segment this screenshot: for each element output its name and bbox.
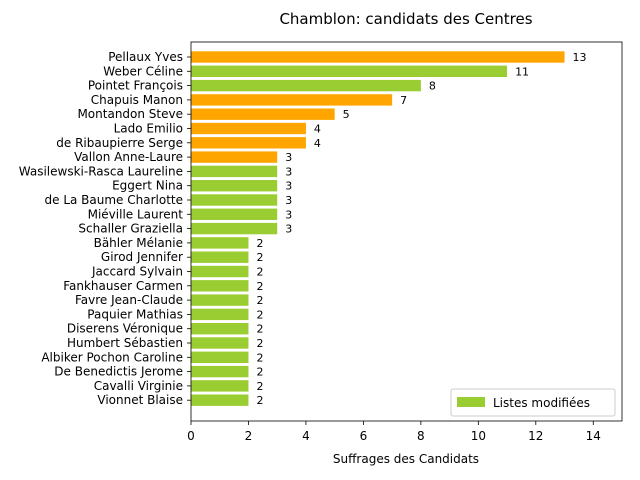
bar bbox=[191, 194, 278, 206]
bar-value-label: 2 bbox=[256, 294, 263, 307]
bar bbox=[191, 308, 249, 321]
bar bbox=[191, 94, 393, 106]
x-tick-label: 2 bbox=[245, 429, 253, 443]
y-tick-label: Vionnet Blaise bbox=[97, 393, 183, 407]
bar bbox=[191, 280, 249, 292]
bar-value-label: 2 bbox=[256, 323, 263, 336]
x-tick-label: 14 bbox=[586, 429, 601, 443]
x-tick-label: 0 bbox=[187, 429, 195, 443]
bar bbox=[191, 108, 335, 120]
bar-value-label: 2 bbox=[256, 351, 263, 364]
bar-value-label: 3 bbox=[285, 223, 292, 236]
plot-frame bbox=[190, 41, 623, 422]
bar bbox=[191, 237, 249, 249]
bar bbox=[191, 323, 249, 335]
bar-value-label: 2 bbox=[256, 366, 263, 379]
bar bbox=[191, 165, 278, 178]
y-tick-label: Humbert Sébastien bbox=[67, 336, 183, 350]
x-tick-label: 10 bbox=[471, 429, 486, 443]
y-tick-label: Wasilewski-Rasca Laureline bbox=[19, 164, 183, 178]
x-tick-label: 12 bbox=[528, 429, 543, 443]
x-axis-label: Suffrages des Candidats bbox=[333, 452, 479, 466]
y-tick-label: Albiker Pochon Caroline bbox=[41, 350, 183, 364]
bar bbox=[191, 365, 249, 378]
x-tick-label: 8 bbox=[417, 429, 425, 443]
bar bbox=[191, 137, 306, 149]
y-tick-label: Pellaux Yves bbox=[108, 50, 183, 64]
bar-value-label: 3 bbox=[285, 194, 292, 207]
bar-value-label: 4 bbox=[314, 137, 321, 150]
bar bbox=[191, 337, 249, 349]
y-tick-label: Vallon Anne-Laure bbox=[74, 150, 183, 164]
legend-frame bbox=[450, 388, 616, 417]
y-tick-label: Chapuis Manon bbox=[91, 93, 183, 107]
y-tick-label: Diserens Véronique bbox=[67, 322, 183, 336]
bar-value-label: 13 bbox=[573, 51, 587, 64]
y-tick-label: Schaller Graziella bbox=[78, 222, 183, 236]
bar bbox=[191, 251, 249, 263]
bar-value-label: 2 bbox=[256, 394, 263, 407]
bar bbox=[191, 208, 278, 220]
y-tick-label: Weber Céline bbox=[103, 64, 183, 78]
y-tick-label: Miéville Laurent bbox=[88, 207, 184, 221]
legend-swatch bbox=[457, 397, 485, 407]
bar-value-label: 2 bbox=[256, 251, 263, 264]
y-tick-label: de Ribaupierre Serge bbox=[56, 136, 183, 150]
bar-value-label: 7 bbox=[400, 94, 407, 107]
bar bbox=[191, 65, 508, 77]
bar-value-label: 2 bbox=[256, 308, 263, 321]
y-tick-label: Girod Jennifer bbox=[101, 250, 183, 264]
bar bbox=[191, 265, 249, 278]
y-tick-label: De Benedictis Jerome bbox=[54, 365, 183, 379]
bar bbox=[191, 351, 249, 363]
bar-value-label: 2 bbox=[256, 337, 263, 350]
y-tick-label: Jaccard Sylvain bbox=[91, 265, 183, 279]
bar-value-label: 8 bbox=[429, 80, 436, 93]
bar-value-label: 2 bbox=[256, 266, 263, 279]
bar bbox=[191, 51, 565, 63]
legend-label: Listes modifiées bbox=[493, 396, 590, 410]
y-tick-label: de La Baume Charlotte bbox=[45, 193, 184, 207]
y-tick-label: Eggert Nina bbox=[112, 179, 183, 193]
bar-value-label: 2 bbox=[256, 380, 263, 393]
bar-value-label: 3 bbox=[285, 208, 292, 221]
bar bbox=[191, 122, 306, 135]
bar bbox=[191, 222, 278, 235]
bar bbox=[191, 380, 249, 392]
bar bbox=[191, 79, 421, 92]
bar bbox=[191, 151, 278, 163]
bar-value-label: 3 bbox=[285, 151, 292, 164]
y-tick-label: Montandon Steve bbox=[77, 107, 183, 121]
y-tick-label: Pointet François bbox=[88, 79, 183, 93]
bar-value-label: 2 bbox=[256, 237, 263, 250]
bar-value-label: 2 bbox=[256, 280, 263, 293]
bar-value-label: 3 bbox=[285, 165, 292, 178]
legend: Listes modifiées bbox=[450, 388, 616, 417]
x-tick-label: 4 bbox=[302, 429, 310, 443]
x-tick-label: 6 bbox=[360, 429, 368, 443]
y-tick-label: Lado Emilio bbox=[114, 122, 183, 136]
bar-value-label: 4 bbox=[314, 123, 321, 136]
y-tick-label: Fankhauser Carmen bbox=[63, 279, 183, 293]
bar bbox=[191, 294, 249, 306]
y-tick-label: Favre Jean-Claude bbox=[75, 293, 183, 307]
bar-value-label: 3 bbox=[285, 180, 292, 193]
y-tick-label: Cavalli Virginie bbox=[94, 379, 183, 393]
chart-title: Chamblon: candidats des Centres bbox=[279, 10, 532, 28]
bar bbox=[191, 180, 278, 192]
y-tick-label: Bähler Mélanie bbox=[94, 236, 183, 250]
y-tick-label: Paquier Mathias bbox=[87, 307, 183, 321]
bar-value-label: 11 bbox=[515, 65, 529, 78]
bar bbox=[191, 394, 249, 406]
bar-value-label: 5 bbox=[343, 108, 350, 121]
